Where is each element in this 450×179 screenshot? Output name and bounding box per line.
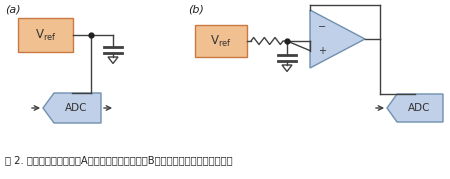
Polygon shape: [310, 10, 365, 68]
Text: ADC: ADC: [408, 103, 430, 113]
Text: −: −: [318, 22, 326, 32]
Text: ADC: ADC: [65, 103, 87, 113]
Text: (b): (b): [188, 4, 204, 14]
Text: (a): (a): [5, 4, 21, 14]
Text: 图 2. 电压基准通常需要（A）一只旁路电容，或（B）一只带缓冲放大器的电容。: 图 2. 电压基准通常需要（A）一只旁路电容，或（B）一只带缓冲放大器的电容。: [5, 155, 233, 165]
Bar: [195, 25, 247, 57]
Bar: [18, 18, 73, 52]
Polygon shape: [43, 93, 101, 123]
Polygon shape: [387, 94, 443, 122]
Text: V$_\mathregular{ref}$: V$_\mathregular{ref}$: [35, 27, 56, 43]
Text: +: +: [318, 46, 326, 56]
Text: V$_\mathregular{ref}$: V$_\mathregular{ref}$: [210, 33, 232, 49]
